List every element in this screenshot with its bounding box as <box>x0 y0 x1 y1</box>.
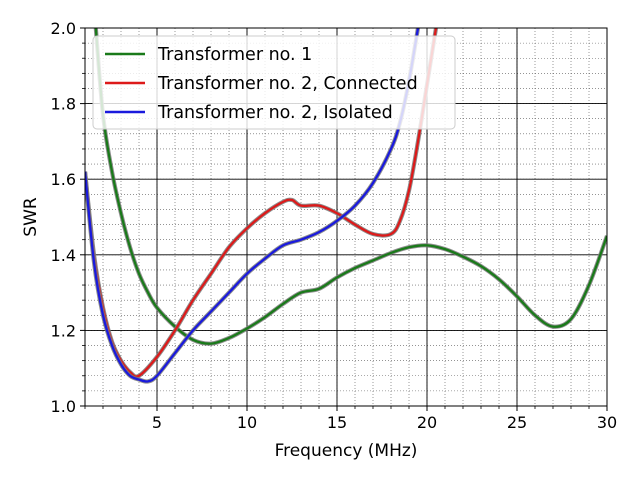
series-group <box>85 28 607 384</box>
legend-label-1: Transformer no. 1 <box>157 45 312 65</box>
legend-label-2: Transformer no. 2, Connected <box>157 74 418 94</box>
x-tick-label: 10 <box>237 413 257 432</box>
series-layer <box>85 28 607 384</box>
series-line-3 <box>85 28 420 383</box>
y-axis-label: SWR <box>21 197 41 237</box>
y-tick-label: 1.0 <box>51 397 76 416</box>
x-tick-label: 25 <box>507 413 527 432</box>
y-tick-label: 1.6 <box>51 170 76 189</box>
y-tick-label: 1.4 <box>51 246 76 265</box>
x-tick-label: 30 <box>597 413 617 432</box>
x-axis-label: Frequency (MHz) <box>275 441 418 461</box>
legend: Transformer no. 1 Transformer no. 2, Conn… <box>92 35 456 130</box>
x-tick-label: 15 <box>327 413 347 432</box>
axis-ticks: 5 10 15 20 25 30 1.0 1.2 1.4 1.6 1.8 2.0 <box>51 19 618 432</box>
legend-label-3: Transformer no. 2, Isolated <box>157 103 393 123</box>
series-line-1 <box>94 28 607 345</box>
x-tick-label: 5 <box>152 413 162 432</box>
plot-frame <box>84 27 608 407</box>
y-tick-label: 2.0 <box>51 19 76 38</box>
y-tick-label: 1.2 <box>51 321 76 340</box>
legend-box <box>92 35 456 130</box>
y-tick-label: 1.8 <box>51 95 76 114</box>
x-tick-label: 20 <box>417 413 437 432</box>
